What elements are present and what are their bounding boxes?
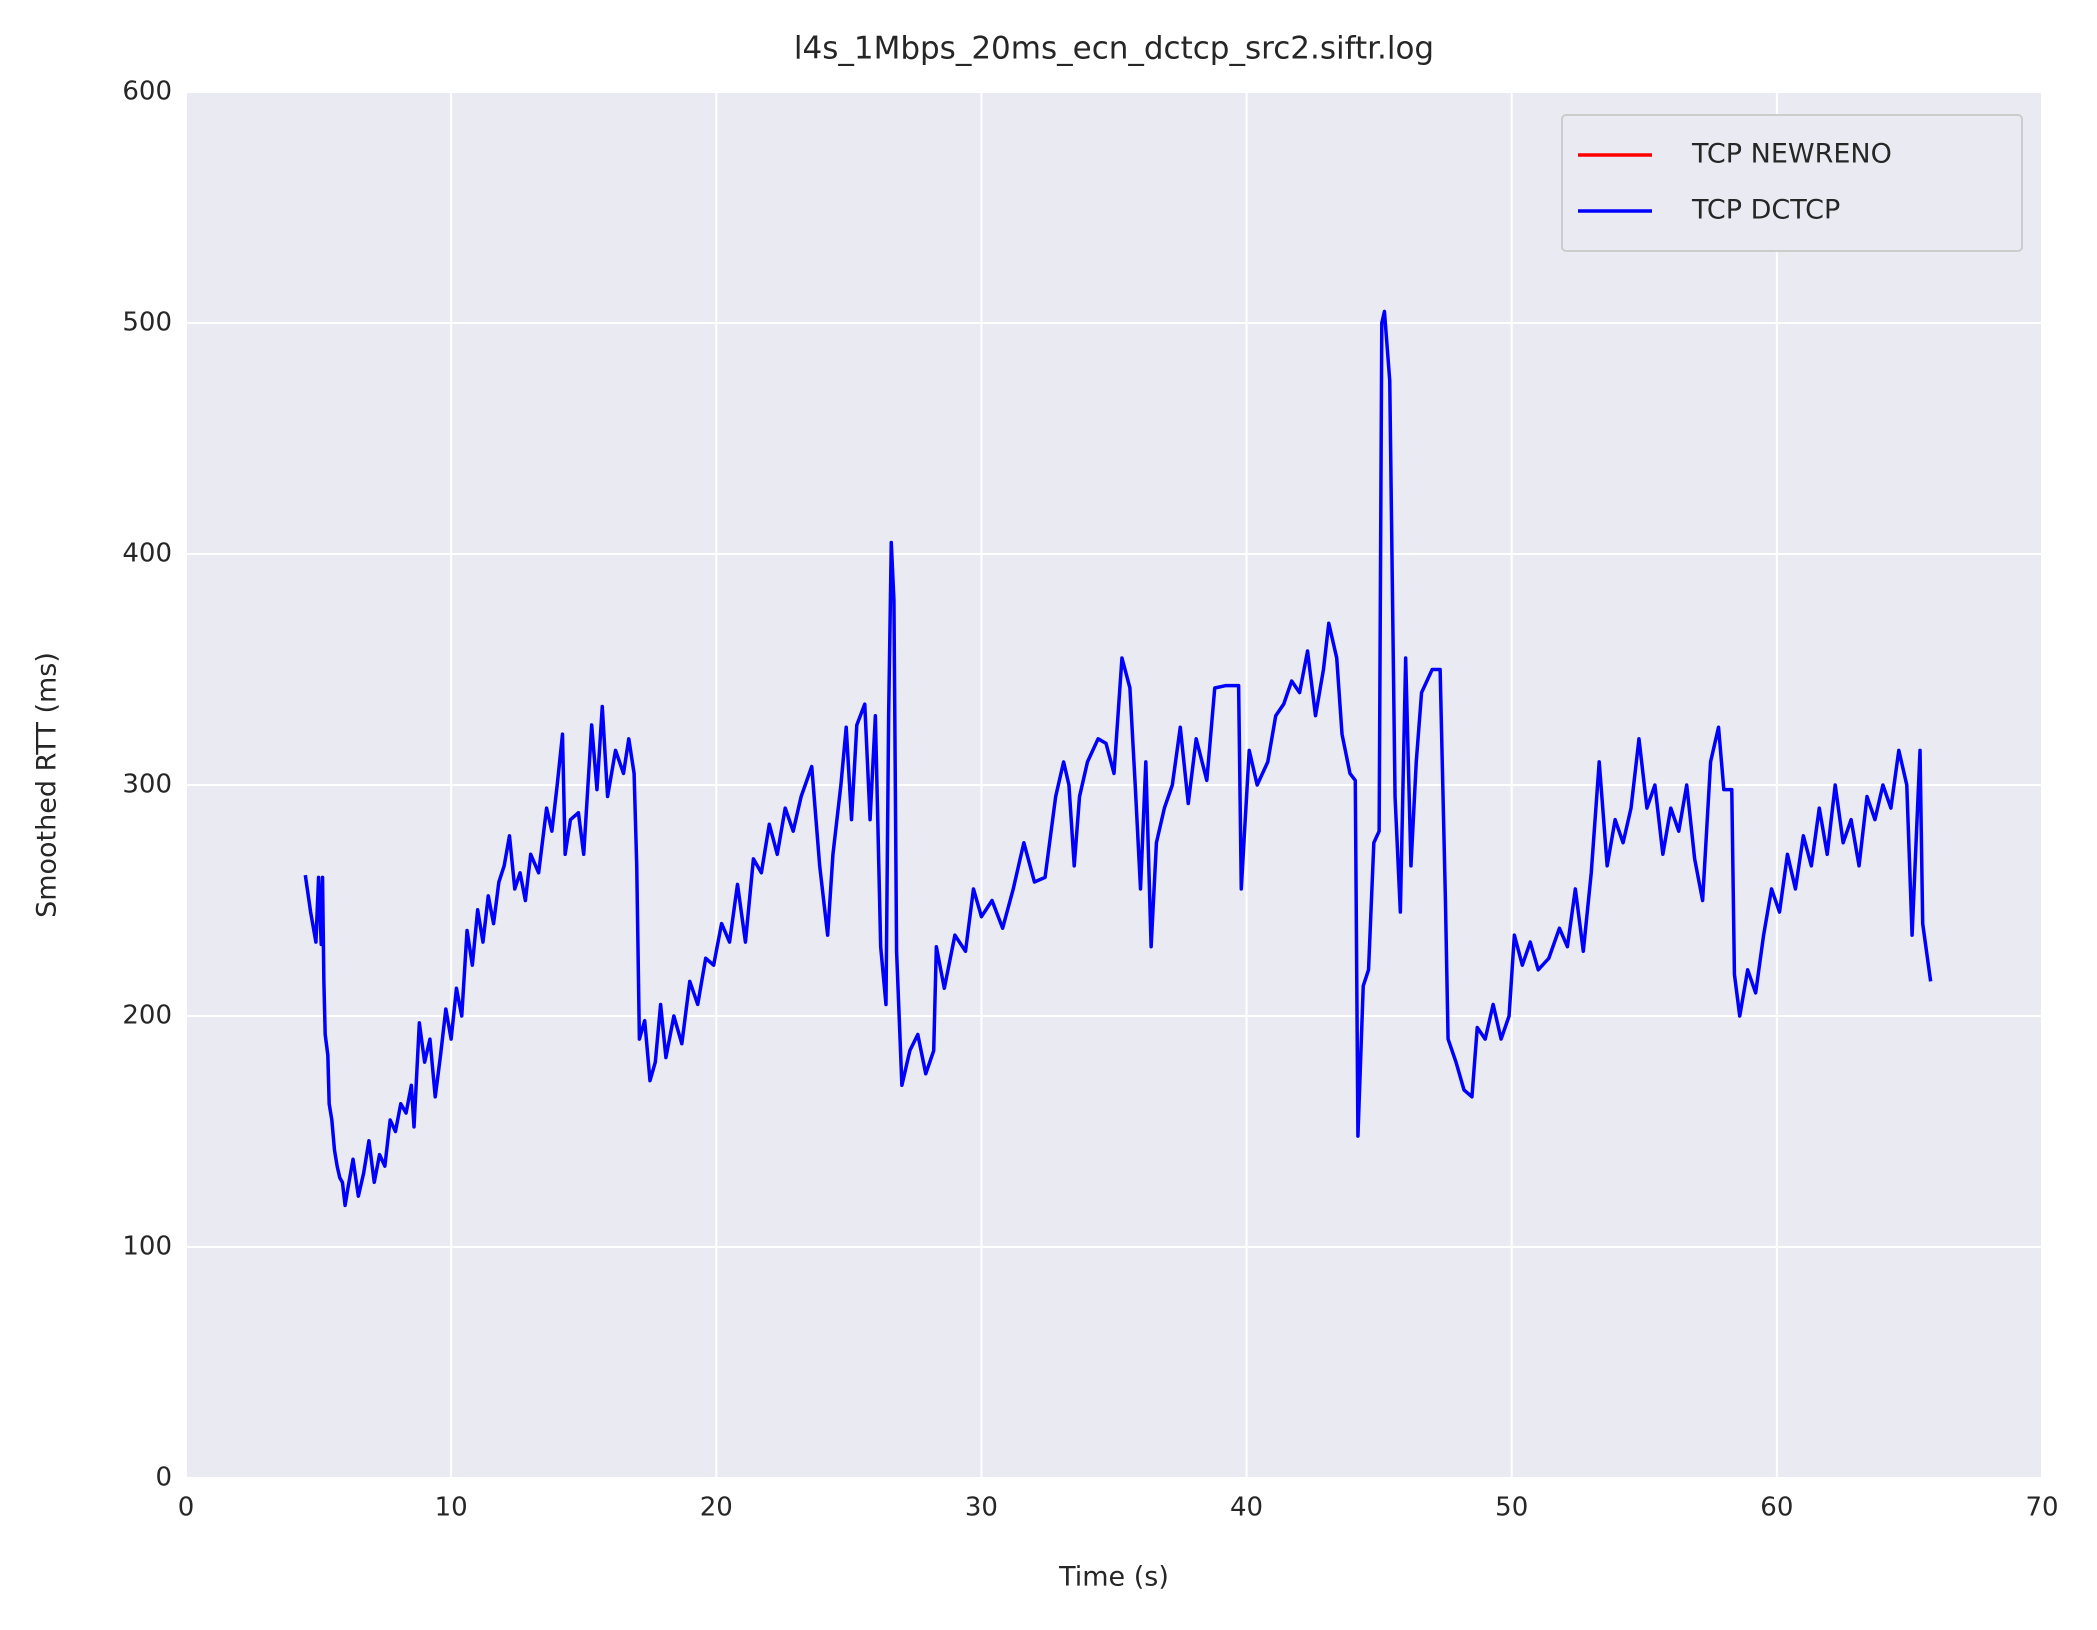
- legend: TCP NEWRENO TCP DCTCP: [1561, 114, 2023, 252]
- x-tick-label: 20: [700, 1493, 733, 1523]
- y-tick-label: 100: [122, 1232, 172, 1262]
- grid: [185, 91, 2043, 1479]
- x-tick-label: 60: [1760, 1493, 1793, 1523]
- x-tick-label: 30: [965, 1493, 998, 1523]
- y-axis-label: Smoothed RTT (ms): [32, 652, 63, 918]
- x-tick-label: 50: [1495, 1493, 1528, 1523]
- y-tick-label: 200: [122, 1001, 172, 1031]
- x-tick-label: 10: [435, 1493, 468, 1523]
- y-tick-label: 600: [122, 77, 172, 107]
- y-tick-label: 400: [122, 539, 172, 569]
- legend-box: [1561, 114, 2023, 252]
- x-tick-label: 0: [178, 1493, 195, 1523]
- x-axis-label: Time (s): [1058, 1562, 1169, 1593]
- chart-title: l4s_1Mbps_20ms_ecn_dctcp_src2.siftr.log: [794, 31, 1434, 67]
- series-line: [303, 309, 1933, 1208]
- x-tick-label: 40: [1230, 1493, 1263, 1523]
- y-tick-label: 0: [155, 1463, 172, 1493]
- y-tick-label: 300: [122, 770, 172, 800]
- lines: [303, 309, 1933, 1208]
- x-tick-label: 70: [2025, 1493, 2058, 1523]
- legend-label: TCP NEWRENO: [1691, 139, 1892, 170]
- legend-label: TCP DCTCP: [1691, 195, 1840, 226]
- y-tick-label: 500: [122, 308, 172, 338]
